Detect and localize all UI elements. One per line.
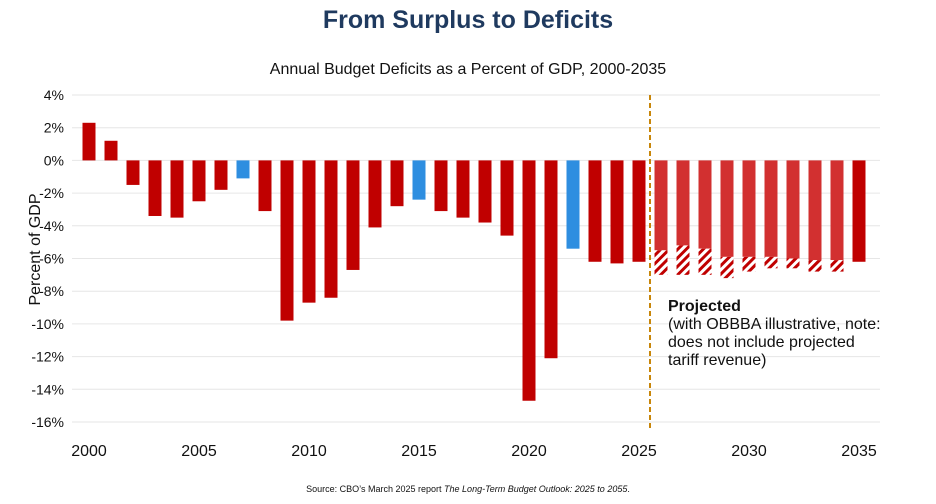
x-tick-label: 2005 [181,443,217,460]
bar [390,160,404,207]
x-tick-label: 2020 [511,443,547,460]
bar [522,160,536,401]
y-tick-label: 4% [44,87,64,103]
projection-note-line-2: does not include projected [668,334,855,351]
y-tick-label: -10% [31,316,64,332]
bar [720,160,734,257]
projection-note-heading: Projected [668,298,741,315]
y-tick-label: 2% [44,120,64,136]
illustrative-bar [808,260,822,272]
illustrative-bar [698,248,712,275]
illustrative-bar [830,260,844,272]
x-tick-label: 2000 [71,443,107,460]
bar [302,160,316,303]
bar [236,160,250,179]
bar [610,160,624,264]
bar [544,160,558,359]
projection-note-line-1: (with OBBBA illustrative, note: [668,316,881,333]
bar [588,160,602,262]
illustrative-bar [786,258,800,269]
bar [214,160,228,190]
bar [258,160,272,212]
bar [346,160,360,270]
bar [786,160,800,259]
illustrative-bar [654,250,668,275]
bar [830,160,844,261]
y-tick-label: 0% [44,152,64,168]
bar [698,160,712,249]
x-tick-label: 2015 [401,443,437,460]
bar [632,160,646,262]
bar [676,160,690,246]
source-report-title: The Long-Term Budget Outlook: 2025 to 20… [444,484,628,494]
y-tick-label: -4% [39,218,64,234]
y-tick-label: -6% [39,251,64,267]
y-tick-label: -14% [31,381,64,397]
bar [192,160,206,202]
chart-title: From Surplus to Deficits [322,6,614,34]
bar [742,160,756,257]
bar [456,160,470,218]
bar [764,160,778,257]
bar [104,140,118,161]
y-tick-label: -8% [39,283,64,299]
x-tick-label: 2010 [291,443,327,460]
x-tick-label: 2025 [621,443,657,460]
illustrative-bar [676,245,690,275]
bar [148,160,162,216]
source-prefix: Source: CBO’s March 2025 report [306,484,445,494]
bar [434,160,448,212]
bar [170,160,184,218]
source-note: Source: CBO’s March 2025 report The Long… [0,484,936,494]
bar [368,160,382,228]
projection-note-line-3: tariff revenue) [668,352,767,369]
projection-note: Projected (with OBBBA illustrative, note… [668,298,881,370]
chart-subtitle: Annual Budget Deficits as a Percent of G… [269,61,667,78]
illustrative-bar [764,256,778,269]
source-suffix: . [627,484,630,494]
y-tick-label: -12% [31,349,64,365]
bar-chart: 4% 2% 0% -2% -4% -6% -8% -10% -12% -14% -16% Percen… [27,87,880,460]
bar [566,160,580,249]
y-tick-label: -16% [31,414,64,430]
y-tick-label: -2% [39,185,64,201]
illustrative-bar [720,256,734,279]
y-axis-title: Percent of GDP [27,193,44,305]
bar [808,160,822,261]
bar [852,160,866,262]
x-tick-label: 2030 [731,443,767,460]
illustrative-bar [742,256,756,272]
bar [82,122,96,161]
bar [126,160,140,185]
bar [500,160,514,236]
bar [280,160,294,321]
bar [324,160,338,298]
x-tick-label: 2035 [841,443,877,460]
bar [654,160,668,251]
bar [478,160,492,223]
bar [412,160,426,200]
